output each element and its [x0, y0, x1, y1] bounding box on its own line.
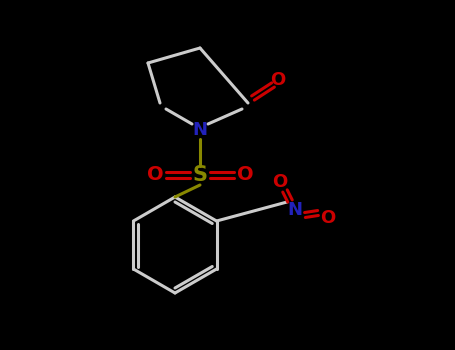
Text: O: O	[237, 166, 253, 184]
Text: N: N	[288, 201, 303, 219]
Text: S: S	[192, 165, 207, 185]
Text: O: O	[273, 173, 288, 191]
Text: O: O	[270, 71, 286, 89]
Text: N: N	[192, 121, 207, 139]
Text: O: O	[320, 209, 336, 227]
Text: O: O	[147, 166, 163, 184]
